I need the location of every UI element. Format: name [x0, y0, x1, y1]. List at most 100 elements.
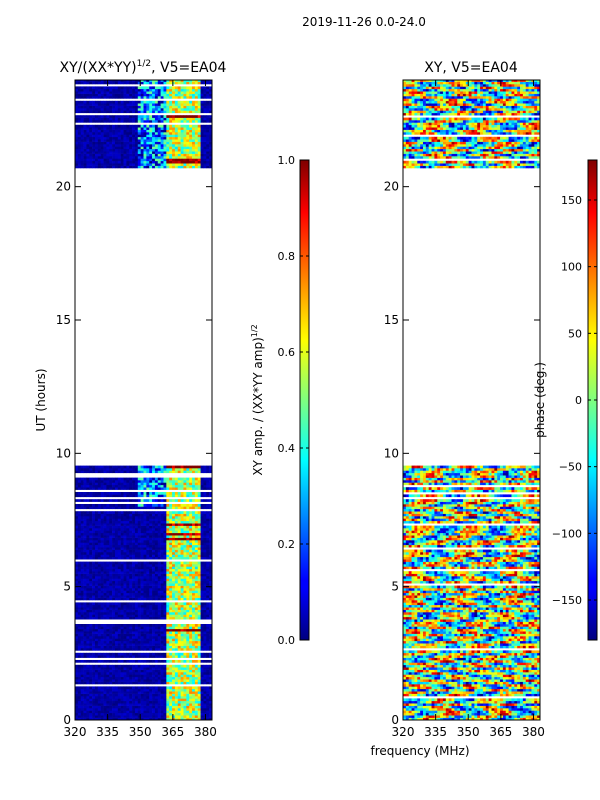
heatmap-cell	[92, 477, 96, 481]
heatmap-cell	[163, 703, 167, 706]
heatmap-cell	[183, 595, 187, 598]
heatmap-cell	[197, 602, 201, 606]
heatmap-cell	[174, 645, 179, 649]
heatmap-cell	[177, 636, 181, 639]
heatmap-cell	[149, 530, 153, 534]
heatmap-cell	[120, 506, 124, 510]
heatmap-cell	[169, 636, 173, 639]
heatmap-cell	[194, 700, 199, 704]
heatmap-cell	[126, 518, 130, 522]
heatmap-cell	[120, 669, 124, 673]
heatmap-cell	[174, 708, 179, 711]
heatmap-cell	[94, 544, 99, 548]
heatmap-cell	[206, 554, 210, 558]
heatmap-cell	[75, 652, 79, 656]
heatmap-cell	[209, 669, 212, 673]
heatmap-cell	[120, 537, 124, 541]
heatmap-cell	[80, 672, 84, 675]
heatmap-cell	[154, 717, 159, 720]
heatmap-cell	[143, 698, 147, 702]
heatmap-cell	[143, 487, 147, 490]
heatmap-cell	[83, 468, 87, 471]
heatmap-cell	[180, 576, 184, 579]
heatmap-cell	[200, 487, 204, 490]
heatmap-cell	[177, 139, 181, 142]
heatmap-cell	[152, 672, 156, 675]
heatmap-cell	[94, 549, 99, 553]
heatmap-cell	[83, 580, 87, 584]
heatmap-cell	[129, 609, 133, 613]
heatmap-cell	[152, 643, 156, 646]
heatmap-cell	[157, 703, 161, 706]
heatmap-cell	[92, 672, 96, 675]
heatmap-cell	[174, 487, 179, 490]
heatmap-cell	[166, 139, 170, 142]
heatmap-cell	[112, 693, 116, 697]
heatmap-cell	[186, 585, 190, 589]
heatmap-cell	[86, 607, 90, 610]
heatmap-cell	[152, 523, 156, 526]
heatmap-cell	[80, 141, 84, 145]
heatmap-cell	[114, 698, 119, 702]
heatmap-cell	[206, 573, 210, 577]
heatmap-cell	[143, 571, 147, 574]
heatmap-cell	[206, 480, 210, 483]
heatmap-cell	[146, 705, 150, 709]
heatmap-cell	[94, 523, 99, 526]
heatmap-cell	[197, 640, 201, 644]
heatmap-cell	[197, 153, 201, 157]
heatmap-cell	[117, 535, 121, 538]
heatmap-cell	[120, 528, 124, 531]
heatmap-cell	[100, 652, 104, 656]
heatmap-cell	[75, 631, 79, 634]
heatmap-cell	[109, 624, 113, 627]
heatmap-cell	[89, 484, 93, 488]
heatmap-cell	[94, 528, 99, 531]
heatmap-cell	[186, 506, 190, 510]
heatmap-cell	[160, 554, 164, 558]
heatmap-cell	[97, 492, 101, 495]
heatmap-cell	[194, 638, 199, 642]
heatmap-cell	[146, 648, 150, 651]
heatmap-cell	[75, 511, 79, 514]
heatmap-cell	[169, 573, 173, 577]
heatmap-cell	[94, 484, 99, 488]
heatmap-cell	[186, 679, 190, 682]
heatmap-cell	[203, 616, 207, 620]
heatmap-cell	[174, 492, 179, 495]
heatmap-cell	[163, 696, 167, 699]
heatmap-cell	[103, 597, 107, 601]
heatmap-cell	[77, 506, 81, 510]
heatmap-cell	[169, 504, 173, 507]
heatmap-cell	[189, 669, 193, 673]
heatmap-cell	[77, 523, 81, 526]
heatmap-cell	[83, 693, 87, 697]
heatmap-cell	[180, 525, 184, 529]
heatmap-cell	[163, 576, 167, 579]
heatmap-cell	[100, 609, 104, 613]
heatmap-cell	[192, 576, 196, 579]
heatmap-cell	[154, 535, 159, 538]
heatmap-cell	[120, 616, 124, 620]
heatmap-cell	[123, 624, 127, 627]
heatmap-cell	[163, 655, 167, 658]
heatmap-cell	[109, 525, 113, 529]
heatmap-cell	[152, 554, 156, 558]
heatmap-cell	[149, 648, 153, 651]
heatmap-cell	[152, 573, 156, 577]
heatmap-cell	[209, 511, 212, 514]
heatmap-cell	[129, 700, 133, 704]
heatmap-cell	[172, 573, 176, 577]
heatmap-cell	[114, 578, 119, 582]
heatmap-cell	[149, 511, 153, 514]
heatmap-cell	[114, 525, 119, 529]
heatmap-cell	[103, 700, 107, 704]
heatmap-cell	[166, 590, 170, 594]
heatmap-cell	[177, 537, 181, 541]
heatmap-cell	[77, 470, 81, 474]
heatmap-cell	[203, 504, 207, 507]
heatmap-cell	[149, 638, 153, 642]
heatmap-cell	[169, 506, 173, 510]
heatmap-cell	[94, 628, 99, 632]
